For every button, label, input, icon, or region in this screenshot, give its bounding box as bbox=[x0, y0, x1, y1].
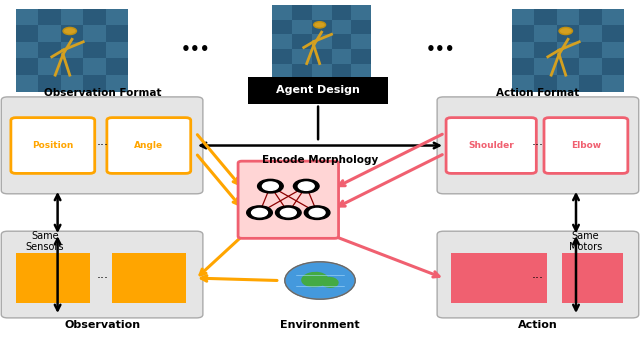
Bar bbox=[61, 75, 83, 92]
Text: Shoulder: Shoulder bbox=[468, 141, 514, 150]
Circle shape bbox=[298, 182, 314, 190]
Bar bbox=[332, 49, 351, 64]
Bar bbox=[61, 42, 83, 58]
Circle shape bbox=[257, 180, 283, 193]
Text: Position: Position bbox=[32, 141, 74, 150]
FancyBboxPatch shape bbox=[437, 97, 639, 194]
Circle shape bbox=[247, 206, 273, 220]
Bar bbox=[351, 5, 371, 20]
Bar bbox=[602, 75, 624, 92]
Ellipse shape bbox=[301, 272, 328, 287]
Text: •••: ••• bbox=[426, 42, 455, 57]
Bar bbox=[272, 34, 292, 49]
Circle shape bbox=[559, 28, 573, 35]
Text: ···: ··· bbox=[97, 139, 108, 152]
Bar bbox=[312, 5, 332, 20]
Circle shape bbox=[305, 206, 330, 220]
Circle shape bbox=[262, 182, 278, 190]
Bar bbox=[534, 58, 557, 75]
Bar bbox=[534, 25, 557, 42]
Bar bbox=[579, 58, 602, 75]
Circle shape bbox=[252, 208, 268, 217]
Text: Angle: Angle bbox=[134, 141, 163, 150]
Bar bbox=[292, 20, 312, 34]
FancyBboxPatch shape bbox=[437, 231, 639, 318]
Bar bbox=[61, 8, 83, 25]
Text: ···: ··· bbox=[532, 139, 543, 152]
Bar bbox=[16, 8, 38, 25]
Bar bbox=[16, 253, 90, 303]
Circle shape bbox=[63, 28, 77, 35]
Bar bbox=[562, 253, 623, 303]
Text: Agent Design: Agent Design bbox=[276, 85, 360, 96]
Bar bbox=[332, 20, 351, 34]
Text: Observation Format: Observation Format bbox=[44, 88, 161, 98]
Text: Environment: Environment bbox=[280, 320, 360, 330]
Text: Action: Action bbox=[518, 320, 557, 330]
Bar bbox=[512, 42, 534, 58]
Bar bbox=[16, 8, 128, 92]
Bar bbox=[112, 253, 186, 303]
FancyBboxPatch shape bbox=[1, 231, 203, 318]
Text: •••: ••• bbox=[180, 42, 210, 57]
Bar bbox=[351, 64, 371, 78]
Bar bbox=[312, 34, 332, 49]
Bar bbox=[602, 42, 624, 58]
FancyBboxPatch shape bbox=[1, 97, 203, 194]
Bar bbox=[557, 75, 579, 92]
Text: ···: ··· bbox=[532, 272, 543, 285]
Bar bbox=[451, 253, 547, 303]
Bar bbox=[557, 8, 579, 25]
Circle shape bbox=[285, 262, 355, 299]
Circle shape bbox=[275, 206, 301, 220]
Bar bbox=[351, 34, 371, 49]
Text: Same
Motors: Same Motors bbox=[569, 231, 602, 252]
Bar bbox=[512, 8, 624, 92]
FancyBboxPatch shape bbox=[11, 118, 95, 173]
Bar bbox=[16, 75, 38, 92]
Bar bbox=[38, 58, 61, 75]
Text: Elbow: Elbow bbox=[571, 141, 601, 150]
Circle shape bbox=[314, 22, 326, 28]
Text: Observation: Observation bbox=[65, 320, 140, 330]
Circle shape bbox=[309, 208, 325, 217]
Text: Same
Sensors: Same Sensors bbox=[26, 231, 64, 252]
Circle shape bbox=[293, 180, 319, 193]
Bar bbox=[83, 58, 106, 75]
Bar bbox=[38, 25, 61, 42]
Bar bbox=[579, 25, 602, 42]
Bar bbox=[272, 5, 292, 20]
Bar bbox=[248, 77, 388, 104]
Bar bbox=[106, 75, 128, 92]
Ellipse shape bbox=[321, 277, 339, 288]
Bar bbox=[106, 8, 128, 25]
Bar bbox=[512, 75, 534, 92]
Bar bbox=[512, 8, 534, 25]
FancyBboxPatch shape bbox=[107, 118, 191, 173]
Bar bbox=[16, 42, 38, 58]
Text: ···: ··· bbox=[97, 272, 108, 285]
FancyBboxPatch shape bbox=[238, 161, 339, 238]
Bar bbox=[292, 49, 312, 64]
Bar bbox=[272, 5, 371, 78]
Bar bbox=[602, 8, 624, 25]
Text: Action Format: Action Format bbox=[496, 88, 579, 98]
Bar bbox=[83, 25, 106, 42]
FancyBboxPatch shape bbox=[544, 118, 628, 173]
Bar bbox=[557, 42, 579, 58]
Circle shape bbox=[280, 208, 296, 217]
FancyBboxPatch shape bbox=[446, 118, 536, 173]
Bar bbox=[312, 64, 332, 78]
Bar bbox=[106, 42, 128, 58]
Bar bbox=[272, 64, 292, 78]
Text: Encode Morphology: Encode Morphology bbox=[262, 155, 378, 165]
